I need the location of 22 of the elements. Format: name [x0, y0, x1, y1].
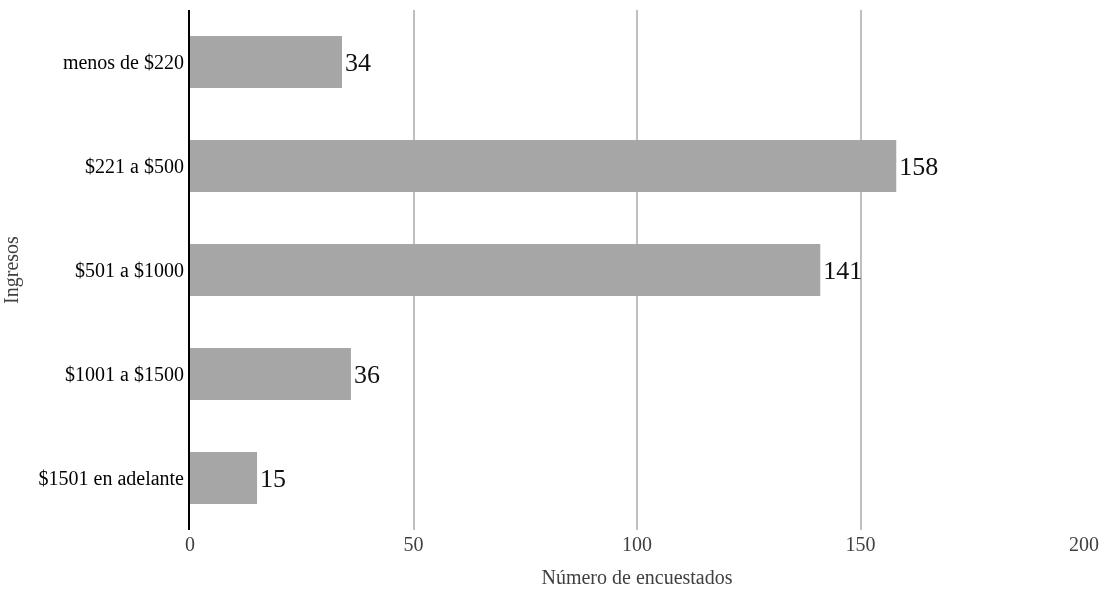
data-label: 36: [353, 359, 380, 389]
y-tick-label: $501 a $1000: [75, 259, 184, 281]
y-tick-label: $221 a $500: [85, 155, 184, 177]
bar: [190, 348, 351, 400]
data-label: 158: [899, 151, 939, 181]
x-tick-label: 200: [1069, 533, 1099, 555]
y-axis-title: Ingresos: [0, 235, 23, 304]
data-label: 141: [823, 255, 863, 285]
bar: [190, 452, 258, 504]
x-tick-label: 150: [845, 533, 876, 555]
bar: [190, 140, 897, 192]
x-tick-label: 50: [403, 533, 424, 555]
x-axis-title: Número de encuestados: [541, 565, 733, 588]
x-tick-label: 100: [622, 533, 652, 555]
data-label: 15: [260, 463, 287, 493]
y-tick-label: $1501 en adelante: [38, 467, 185, 489]
y-tick-label: $1001 a $1500: [65, 363, 184, 385]
data-label: 34: [344, 47, 371, 77]
bar: [190, 244, 821, 296]
x-tick-label: 0: [185, 533, 195, 555]
bar: [190, 36, 342, 88]
y-tick-label: menos de $220: [62, 51, 184, 73]
